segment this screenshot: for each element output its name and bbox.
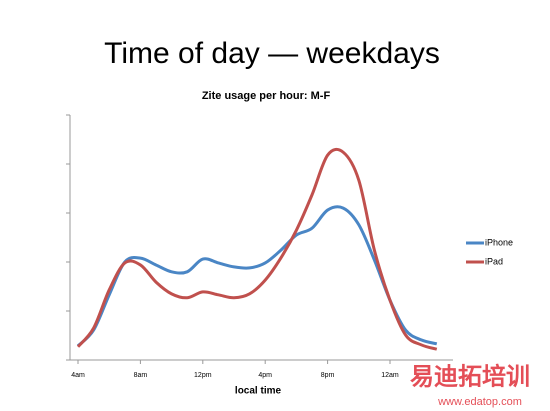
watermark: 易迪拓培训	[410, 362, 530, 390]
x-tick-label: 12pm	[194, 372, 212, 379]
x-tick-label: 4pm	[258, 372, 272, 379]
x-tick-label: 8am	[134, 372, 148, 379]
legend-label: iPad	[485, 256, 503, 266]
x-axis-label: local time	[235, 386, 282, 397]
chart-title: Zite usage per hour: M-F	[202, 90, 331, 102]
watermark-url: www.edatop.com	[437, 396, 522, 408]
slide-title: Time of day — weekdays	[104, 37, 440, 70]
legend-label: iPhone	[485, 237, 513, 247]
line	[76, 205, 438, 347]
x-tick-label: 4am	[71, 372, 85, 379]
x-tick-label: 12am	[381, 372, 399, 379]
line	[76, 147, 438, 351]
x-tick-label: 8pm	[321, 372, 335, 379]
